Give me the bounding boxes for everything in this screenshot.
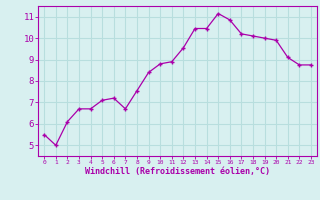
X-axis label: Windchill (Refroidissement éolien,°C): Windchill (Refroidissement éolien,°C) xyxy=(85,167,270,176)
